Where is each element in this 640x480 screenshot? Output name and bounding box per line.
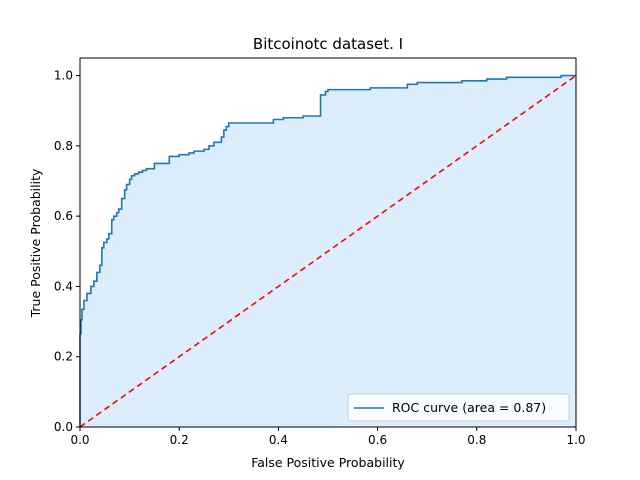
y-tick-label: 0.8 bbox=[54, 139, 73, 153]
y-tick-label: 0.4 bbox=[54, 279, 73, 293]
x-tick-label: 1.0 bbox=[566, 433, 585, 447]
legend-label-roc: ROC curve (area = 0.87) bbox=[392, 400, 546, 415]
x-axis-label: False Positive Probability bbox=[251, 455, 405, 470]
x-tick-label: 0.8 bbox=[467, 433, 486, 447]
legend: ROC curve (area = 0.87) bbox=[347, 393, 570, 422]
x-axis-ticks: 0.0 0.2 0.4 0.6 0.8 1.0 bbox=[70, 427, 586, 447]
legend-box bbox=[347, 393, 570, 422]
y-tick-label: 0.6 bbox=[54, 209, 73, 223]
y-tick-label: 0.0 bbox=[54, 420, 73, 434]
plot-frame bbox=[79, 57, 577, 428]
roc-curve-line bbox=[79, 74, 576, 427]
chart-title: Bitcoinotc dataset. I bbox=[253, 35, 403, 53]
y-axis-ticks: 0.0 0.2 0.4 0.6 0.8 1.0 bbox=[54, 69, 80, 434]
x-tick-label: 0.2 bbox=[170, 433, 189, 447]
diagonal-reference-line bbox=[79, 74, 577, 428]
y-tick-label: 0.2 bbox=[54, 350, 73, 364]
y-axis-label: True Positive Probability bbox=[28, 168, 43, 318]
x-tick-label: 0.0 bbox=[70, 433, 89, 447]
y-tick-label: 1.0 bbox=[54, 69, 73, 83]
x-tick-label: 0.4 bbox=[269, 433, 288, 447]
plot-area bbox=[79, 57, 577, 428]
x-tick-label: 0.6 bbox=[368, 433, 387, 447]
